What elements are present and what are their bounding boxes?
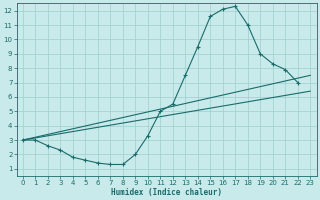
X-axis label: Humidex (Indice chaleur): Humidex (Indice chaleur) (111, 188, 222, 197)
